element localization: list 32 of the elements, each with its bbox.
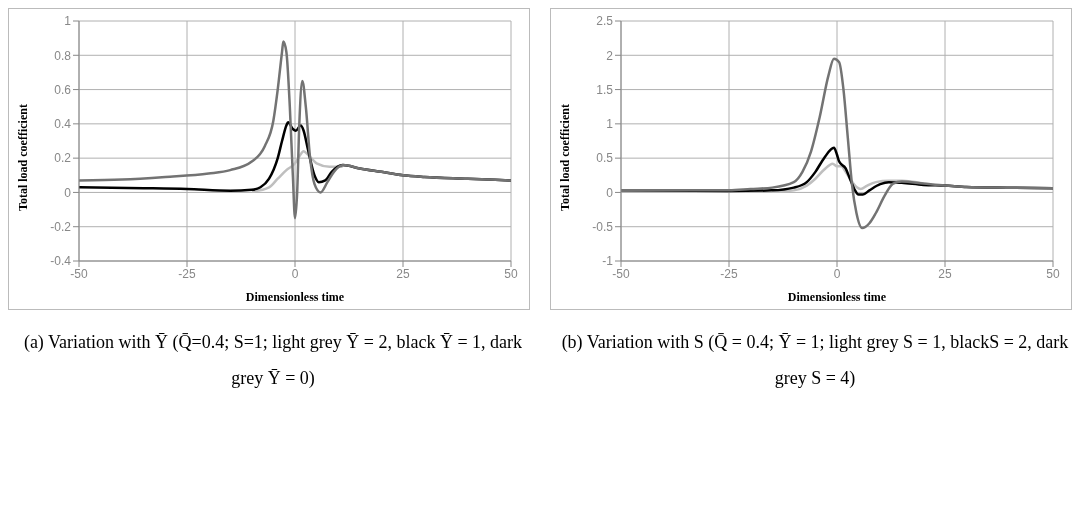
text: (a) Variation with Ȳ (Q̄=0.4; S=1; light grey Ȳ = 2, black Ȳ = 1, dark grey Ȳ = 0): [22, 331, 524, 390]
y-tick-label: -0.5: [592, 219, 614, 234]
x-tick-label: -25: [720, 266, 738, 281]
x-tick-label: 0: [833, 266, 841, 281]
y-tick-label: 1: [64, 14, 72, 29]
text: (b) Variation with S (Q̄ = 0.4; Ȳ = 1; light grey S = 1, blackS = 2, dark grey S = 4): [560, 331, 1070, 390]
y-tick-label: 0: [606, 185, 614, 200]
y-tick-label: -0.4: [50, 254, 72, 269]
y-tick-label: 0.5: [596, 151, 614, 166]
y-tick-label: 2.5: [596, 14, 614, 29]
y-tick-label: 0: [64, 185, 72, 200]
x-tick-label: 50: [1046, 266, 1060, 281]
x-tick-label: 25: [938, 266, 952, 281]
y-tick-label: 1: [606, 117, 614, 132]
x-tick-label: -25: [178, 266, 196, 281]
x-axis-title: Dimensionless time: [787, 290, 887, 304]
y-tick-label: 0.4: [54, 117, 72, 132]
y-tick-label: -1: [602, 254, 614, 269]
y-axis-title: Total load coefficient: [558, 104, 573, 211]
x-tick-label: -50: [612, 266, 630, 281]
y-tick-label: 0.2: [54, 151, 72, 166]
y-axis-title: Total load coefficient: [16, 104, 31, 211]
x-tick-label: 50: [504, 266, 518, 281]
x-tick-label: -50: [70, 266, 88, 281]
y-tick-label: 2: [606, 48, 614, 63]
y-tick-label: 1.5: [596, 82, 614, 97]
x-axis-title: Dimensionless time: [245, 290, 345, 304]
x-tick-label: 0: [291, 266, 299, 281]
x-tick-label: 25: [396, 266, 410, 281]
y-tick-label: -0.2: [50, 219, 72, 234]
y-tick-label: 0.6: [54, 82, 72, 97]
y-tick-label: 0.8: [54, 48, 72, 63]
